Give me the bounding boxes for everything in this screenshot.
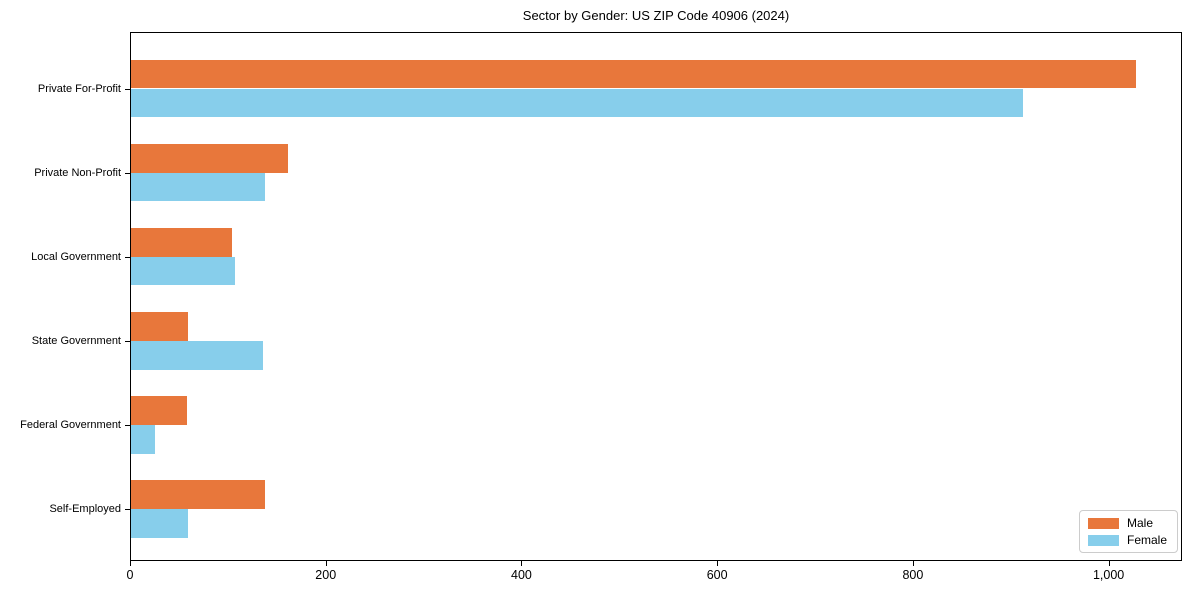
bar-male-3 bbox=[131, 312, 188, 341]
plot-area: Male Female bbox=[130, 32, 1182, 561]
x-tick-mark bbox=[717, 561, 719, 566]
x-tick-label: 200 bbox=[315, 568, 337, 582]
y-tick-label: Local Government bbox=[31, 250, 121, 263]
bar-female-3 bbox=[131, 340, 264, 370]
x-tick-label: 1,000 bbox=[1092, 568, 1125, 582]
chart-title: Sector by Gender: US ZIP Code 40906 (202… bbox=[522, 8, 790, 23]
y-tick-label: Federal Government bbox=[20, 418, 121, 431]
male-swatch-icon bbox=[1087, 517, 1119, 529]
x-tick-label: 800 bbox=[902, 568, 924, 582]
bar-male-5 bbox=[131, 480, 266, 509]
legend: Male Female bbox=[1078, 510, 1178, 553]
x-tick-mark bbox=[521, 561, 523, 566]
bar-female-1 bbox=[131, 172, 266, 202]
y-tick-label: Private For-Profit bbox=[37, 82, 121, 95]
legend-item-female: Female bbox=[1087, 533, 1167, 547]
y-tick-mark bbox=[125, 256, 130, 258]
y-tick-mark bbox=[125, 340, 130, 342]
bar-female-4 bbox=[131, 424, 156, 454]
y-tick-label: Self-Employed bbox=[49, 503, 121, 515]
y-tick-mark bbox=[125, 509, 130, 510]
bar-male-2 bbox=[131, 227, 232, 257]
bar-male-1 bbox=[131, 143, 288, 173]
y-tick-label: State Government bbox=[31, 334, 121, 347]
y-tick-mark bbox=[125, 88, 130, 90]
y-tick-label: Private Non-Profit bbox=[34, 166, 121, 179]
female-swatch-icon bbox=[1087, 534, 1119, 546]
x-tick-label: 0 bbox=[126, 568, 134, 582]
legend-label-male: Male bbox=[1126, 516, 1153, 530]
bar-female-5 bbox=[131, 509, 188, 538]
x-tick-mark bbox=[130, 561, 131, 566]
y-tick-mark bbox=[125, 424, 130, 426]
y-tick-mark bbox=[125, 172, 130, 174]
legend-label-female: Female bbox=[1126, 533, 1167, 547]
legend-item-male: Male bbox=[1087, 516, 1167, 530]
x-tick-mark bbox=[1108, 561, 1110, 566]
x-tick-label: 600 bbox=[706, 568, 728, 582]
bar-male-4 bbox=[131, 396, 187, 425]
x-tick-mark bbox=[912, 561, 914, 566]
bar-female-0 bbox=[131, 88, 1024, 118]
x-tick-mark bbox=[325, 561, 327, 566]
bar-female-2 bbox=[131, 256, 235, 286]
x-tick-label: 400 bbox=[511, 568, 532, 582]
bar-male-0 bbox=[131, 59, 1137, 89]
